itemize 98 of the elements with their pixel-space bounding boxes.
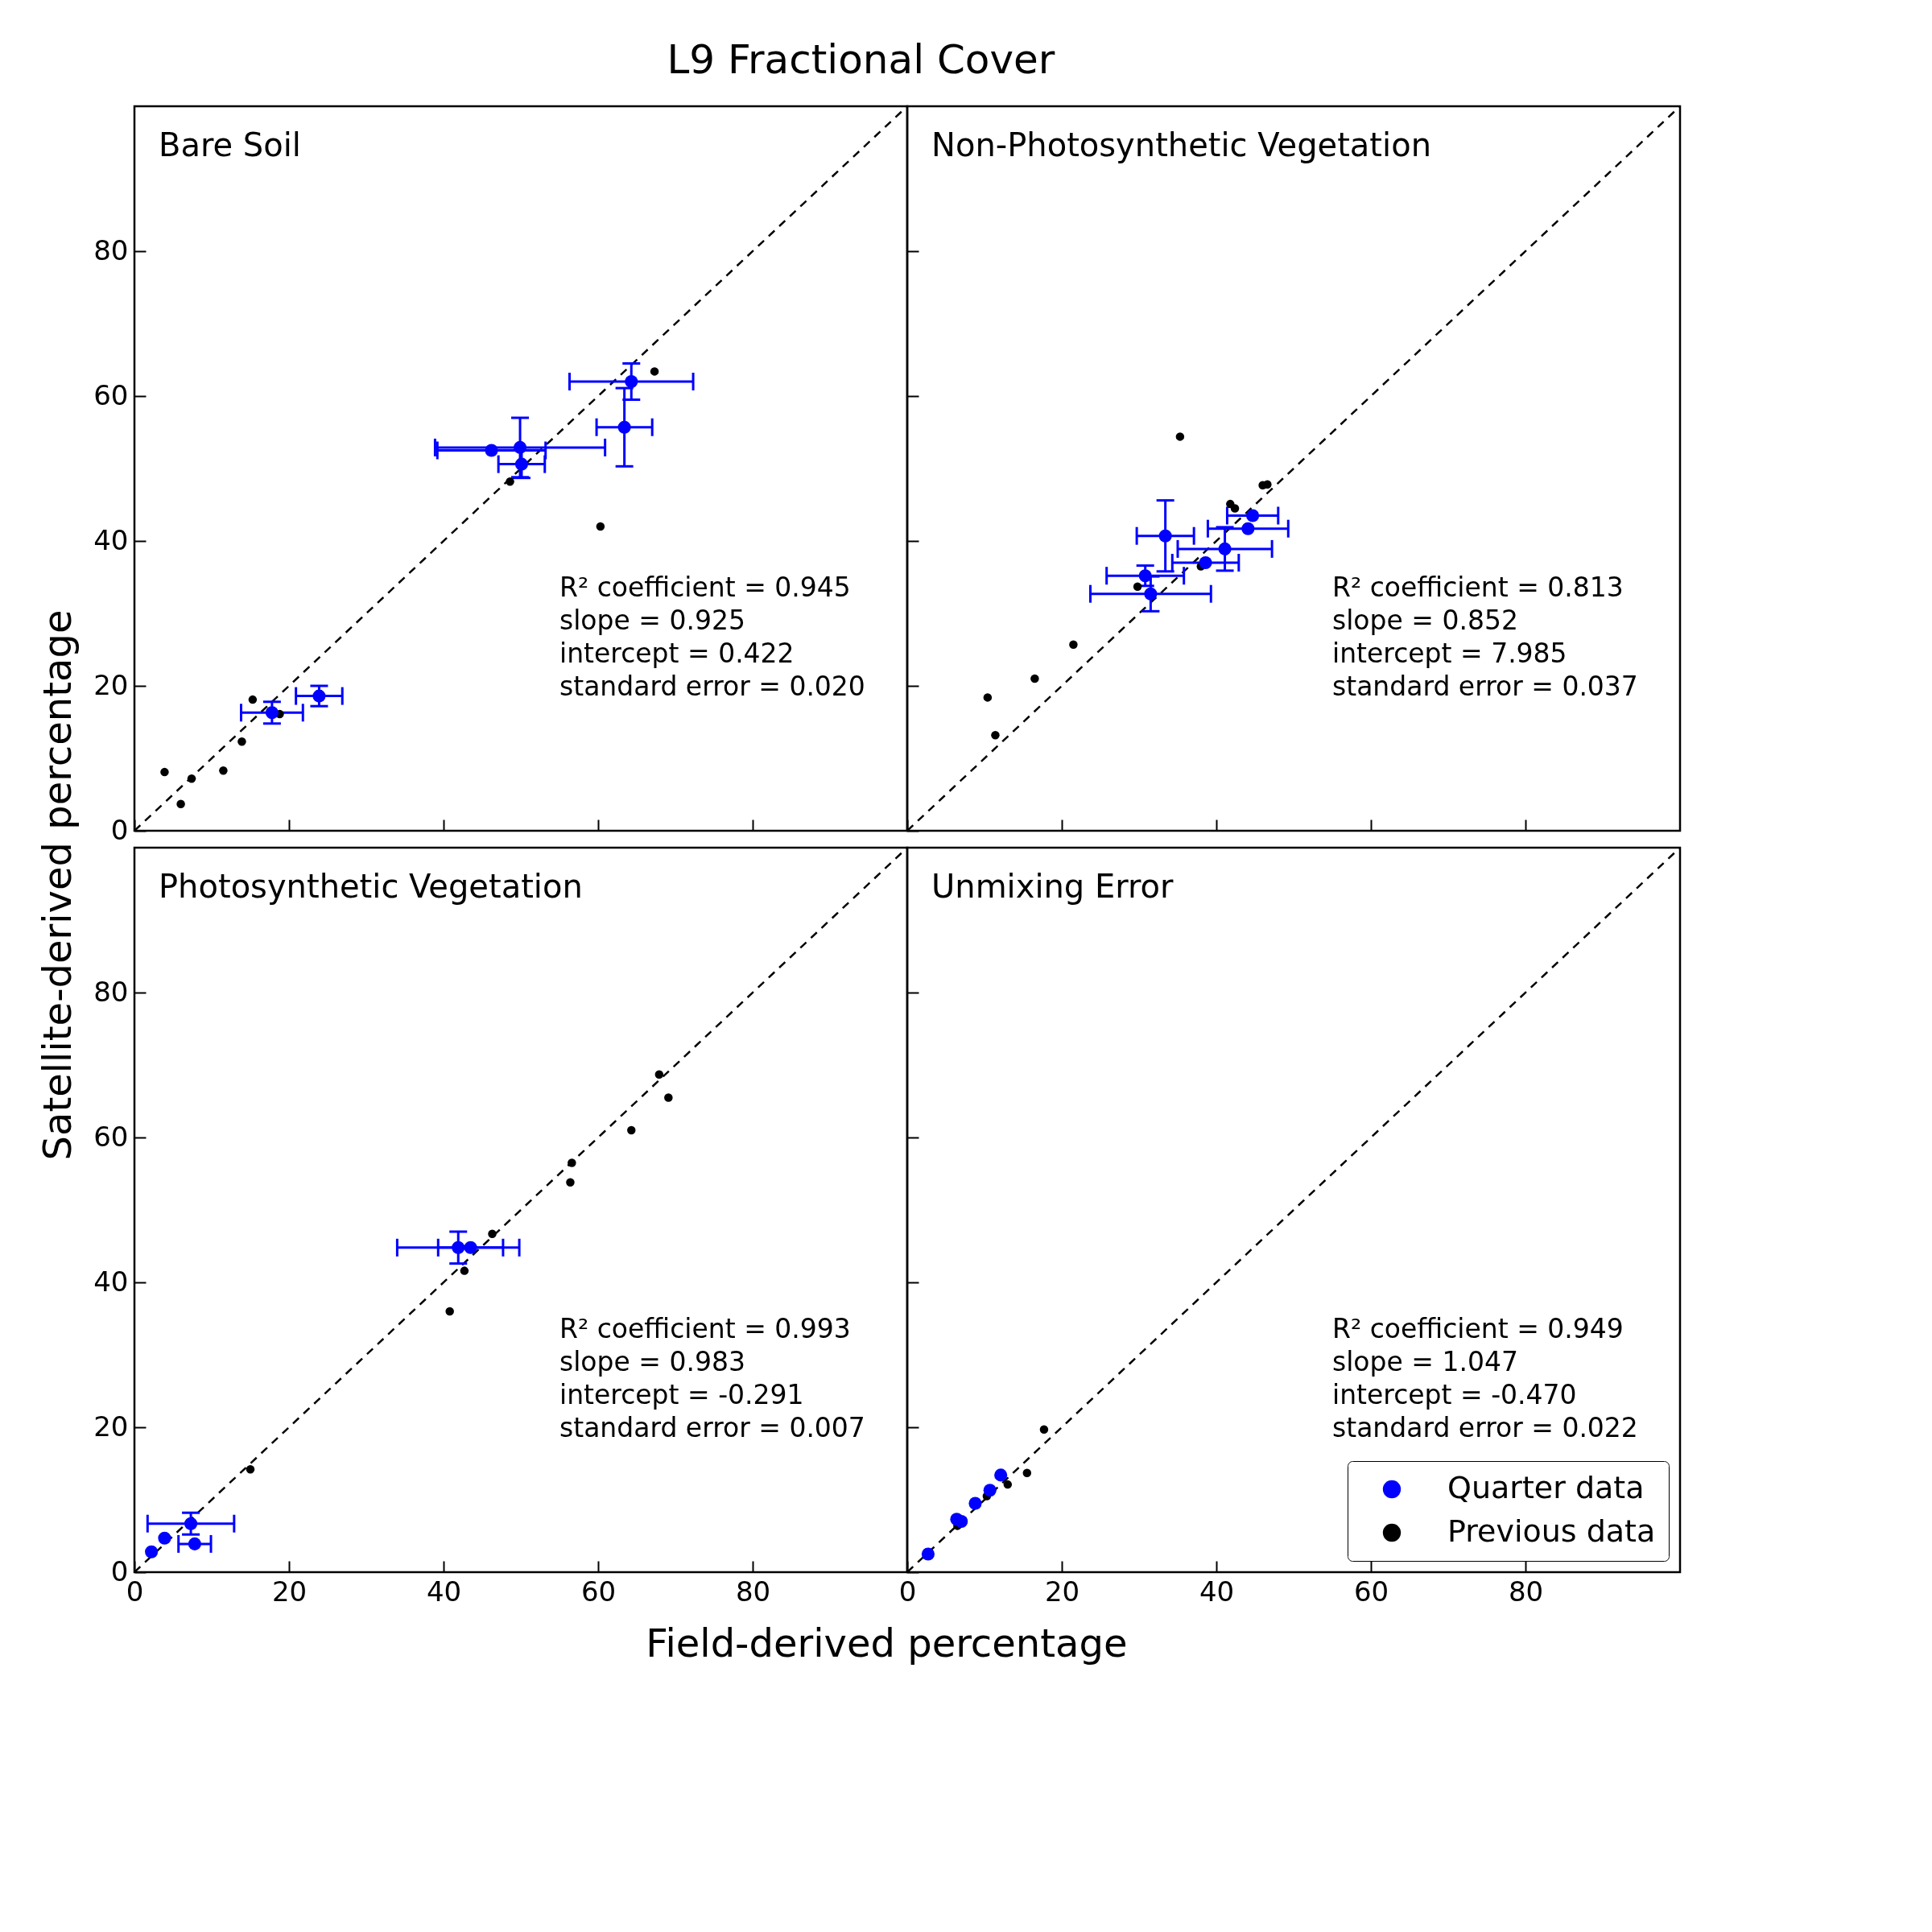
annotation: intercept = -0.470 (1332, 1378, 1577, 1410)
point (596, 522, 605, 531)
x-tick-label: 0 (898, 1575, 917, 1608)
x-tick-label: 60 (1353, 1575, 1389, 1608)
point (1003, 1480, 1013, 1489)
annotation: Photosynthetic Vegetation (159, 868, 583, 905)
point (994, 1468, 1008, 1482)
x-axis-title: Field-derived percentage (646, 1620, 1128, 1666)
legend-label: Previous data (1447, 1513, 1656, 1549)
y-tick-label: 80 (93, 975, 129, 1008)
point (650, 367, 659, 376)
point (464, 1241, 477, 1254)
point (312, 689, 326, 703)
point (145, 1545, 159, 1558)
y-tick-label: 0 (110, 813, 129, 846)
point (1039, 1425, 1049, 1434)
y-tick-label: 60 (93, 1120, 129, 1153)
annotation: intercept = -0.291 (559, 1378, 804, 1410)
annotation: Non-Photosynthetic Vegetation (931, 126, 1431, 163)
point (188, 1537, 201, 1550)
point (1144, 587, 1158, 601)
point (160, 767, 169, 777)
point (664, 1093, 673, 1102)
point (1069, 640, 1078, 649)
point (265, 706, 279, 720)
point (568, 1158, 576, 1167)
annotation: Unmixing Error (931, 868, 1174, 905)
point (1022, 1468, 1032, 1477)
y-axis-title: Satellite-derived percentage (35, 609, 80, 1161)
x-tick-label: 60 (580, 1575, 617, 1608)
x-tick-label: 20 (1044, 1575, 1080, 1608)
point (1030, 674, 1039, 683)
x-tick-label: 40 (426, 1575, 462, 1608)
point (514, 457, 529, 471)
annotation: slope = 0.852 (1332, 604, 1518, 636)
point (452, 1241, 465, 1254)
legend-label: Quarter data (1447, 1470, 1645, 1505)
x-tick-label: 20 (271, 1575, 308, 1608)
point (1158, 529, 1172, 543)
point (1199, 555, 1212, 570)
point (176, 799, 185, 808)
annotation: standard error = 0.037 (1332, 670, 1638, 702)
point (237, 737, 246, 746)
y-tick-label: 60 (93, 378, 129, 411)
x-tick-label: 40 (1199, 1575, 1235, 1608)
point (246, 1464, 255, 1474)
point (950, 1513, 964, 1526)
y-tick-label: 20 (93, 1410, 129, 1443)
point (627, 1125, 636, 1135)
x-tick-label: 80 (1508, 1575, 1544, 1608)
y-tick-label: 40 (93, 1265, 129, 1298)
y-tick-label: 20 (93, 668, 129, 701)
point (1138, 569, 1152, 583)
point (158, 1531, 171, 1545)
annotation: standard error = 0.022 (1332, 1411, 1638, 1443)
point (1241, 522, 1255, 535)
y-tick-label: 40 (93, 523, 129, 556)
chart-title: L9 Fractional Cover (667, 35, 1055, 83)
point (513, 440, 527, 454)
point (248, 695, 258, 704)
point (460, 1266, 469, 1275)
point (485, 444, 498, 457)
annotation: R² coefficient = 0.813 (1332, 571, 1624, 603)
point (184, 1517, 198, 1530)
point (625, 374, 638, 389)
point (1246, 509, 1260, 522)
annotation: R² coefficient = 0.945 (559, 571, 851, 603)
annotation: Bare Soil (159, 126, 301, 163)
point (983, 1484, 997, 1497)
annotation: intercept = 0.422 (559, 637, 795, 669)
annotation: R² coefficient = 0.949 (1332, 1312, 1624, 1344)
point (219, 766, 228, 775)
annotation: slope = 0.925 (559, 604, 745, 636)
y-tick-label: 0 (110, 1554, 129, 1587)
point (983, 693, 993, 702)
point (617, 420, 631, 434)
y-tick-label: 80 (93, 233, 129, 266)
annotation: slope = 1.047 (1332, 1345, 1518, 1377)
point (445, 1307, 454, 1316)
point (654, 1070, 664, 1079)
annotation: intercept = 7.985 (1332, 637, 1567, 669)
point (1263, 480, 1272, 489)
annotation: standard error = 0.007 (559, 1411, 865, 1443)
point (187, 774, 196, 783)
annotation: standard error = 0.020 (559, 670, 865, 702)
point (968, 1496, 982, 1510)
point (991, 730, 1000, 740)
point (921, 1547, 935, 1561)
point (488, 1229, 497, 1238)
point (1175, 432, 1185, 441)
point (1133, 582, 1142, 591)
point (1230, 504, 1240, 513)
point (506, 477, 514, 486)
point (566, 1178, 575, 1187)
annotation: R² coefficient = 0.993 (559, 1312, 851, 1344)
annotation: slope = 0.983 (559, 1345, 745, 1377)
point (1218, 542, 1232, 555)
x-tick-label: 80 (735, 1575, 771, 1608)
